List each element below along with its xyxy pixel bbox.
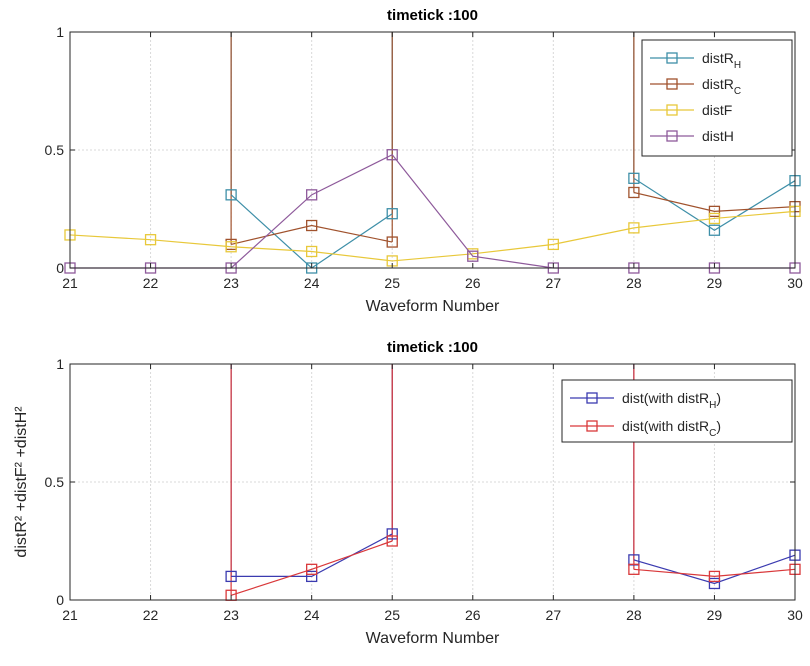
x-tick-label: 21 — [62, 607, 78, 623]
y-tick-label: 0.5 — [45, 142, 65, 158]
y-tick-label: 1 — [56, 356, 64, 372]
x-tick-label: 29 — [707, 275, 723, 291]
x-tick-label: 24 — [304, 607, 320, 623]
series-marker — [628, 186, 640, 199]
series-marker — [708, 577, 721, 590]
x-tick-label: 26 — [465, 275, 481, 291]
series-marker — [628, 172, 640, 184]
series-marker — [386, 149, 398, 161]
x-tick-label: 28 — [626, 607, 642, 623]
plot-top: 21 22 23 24 25 26 27 28 29 30 0 0.5 1 timetick :100 Wa… — [45, 7, 803, 315]
series-marker — [386, 236, 398, 248]
y-tick-label: 0 — [56, 260, 64, 276]
x-tick-label: 29 — [707, 607, 723, 623]
x-tick-label: 25 — [384, 607, 400, 623]
legend-label: distF — [702, 102, 732, 118]
legend-label: distRC — [702, 76, 741, 97]
legend: dist(with distRH) dist(with distRC) — [561, 379, 793, 443]
x-tick-label: 27 — [546, 275, 562, 291]
x-tick-label: 30 — [787, 275, 803, 291]
legend-label: dist(with distRC) — [622, 418, 721, 439]
series-marker — [708, 570, 721, 583]
x-tick-label: 24 — [304, 275, 320, 291]
legend-label: distRH — [702, 50, 741, 71]
legend-marker — [666, 130, 678, 142]
series-marker — [628, 563, 640, 575]
legend-marker — [586, 392, 598, 404]
plot-bottom: 21 22 23 24 25 26 27 28 29 30 0 0.5 1 timetick :100 Wa… — [13, 339, 803, 647]
series-marker — [225, 189, 237, 201]
legend-marker — [586, 420, 598, 432]
series-line — [633, 554, 796, 585]
series-marker — [467, 250, 479, 262]
series-marker — [708, 205, 721, 218]
series-marker — [144, 234, 157, 246]
series-marker — [708, 212, 721, 225]
series-line — [230, 224, 393, 245]
series-line — [633, 177, 796, 231]
legend-marker — [666, 52, 678, 64]
series-line — [230, 540, 393, 596]
series-line — [69, 210, 796, 262]
legend-box — [561, 379, 793, 443]
chart-title: timetick :100 — [387, 339, 478, 356]
series-marker — [306, 245, 318, 258]
series-line — [231, 533, 393, 578]
x-tick-label: 22 — [143, 607, 159, 623]
x-tick-label: 28 — [626, 275, 642, 291]
chart-title: timetick :100 — [387, 7, 478, 24]
y-tick-label: 0.5 — [45, 474, 65, 490]
y-tick-label: 0 — [56, 592, 64, 608]
series-marker — [628, 222, 640, 234]
series-marker — [547, 238, 559, 251]
x-tick-label: 30 — [787, 607, 803, 623]
x-axis-label: Waveform Number — [366, 298, 500, 315]
series-marker — [225, 241, 237, 253]
legend-label: distH — [702, 128, 734, 144]
x-tick-label: 22 — [143, 275, 159, 291]
y-tick-label: 1 — [56, 24, 64, 40]
series-line — [633, 191, 796, 212]
x-axis-label: Waveform Number — [366, 630, 500, 647]
x-tick-label: 21 — [62, 275, 78, 291]
x-tick-label: 26 — [465, 607, 481, 623]
legend-marker — [666, 104, 678, 116]
series-marker — [306, 189, 318, 201]
y-axis-label: distR² +distF² +distH² — [13, 406, 30, 558]
series-marker — [306, 219, 318, 232]
series-marker — [386, 208, 398, 220]
series-marker — [386, 535, 398, 547]
x-tick-label: 23 — [223, 275, 239, 291]
legend: distRH distRC distF distH — [641, 39, 793, 157]
series-marker — [386, 528, 398, 540]
series-line — [633, 568, 796, 578]
x-tick-label: 27 — [546, 607, 562, 623]
series-marker — [306, 563, 318, 575]
x-tick-label: 25 — [384, 275, 400, 291]
legend-label: dist(with distRH) — [622, 390, 721, 411]
series-marker — [225, 570, 237, 583]
legend-marker — [666, 78, 678, 90]
x-tick-label: 23 — [223, 607, 239, 623]
series-marker — [306, 570, 318, 583]
series-marker — [708, 224, 721, 236]
